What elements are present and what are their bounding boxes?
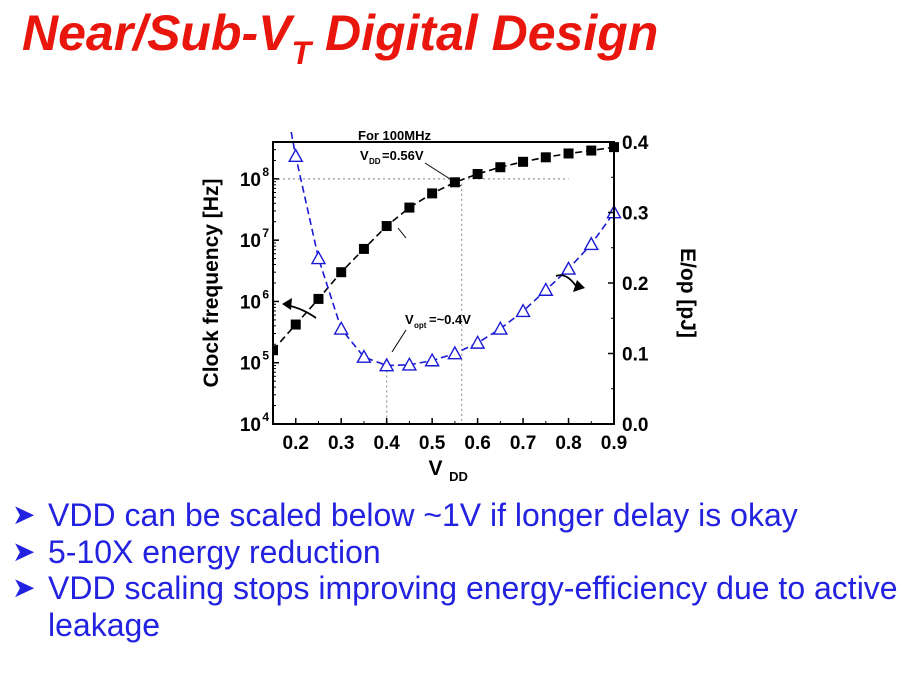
data-point-square — [313, 293, 324, 304]
x-tick-label: 0.5 — [419, 433, 446, 454]
data-point-triangle — [378, 357, 395, 372]
x-tick-label: 0.4 — [373, 433, 400, 454]
data-point-triangle — [310, 250, 327, 265]
bullet-item: ➤ VDD can be scaled below ~1V if longer d… — [12, 497, 909, 534]
annotation-vopt: V — [405, 312, 414, 327]
data-point-square — [518, 156, 529, 167]
data-point-triangle — [447, 345, 463, 360]
x-axis-title: V — [428, 457, 442, 480]
data-point-triangle — [492, 320, 509, 335]
y-right-tick-label: 0.1 — [622, 345, 649, 366]
data-point-square — [586, 145, 597, 156]
y-left-tick-exponent: 4 — [262, 410, 269, 424]
y-right-tick-label: 0.3 — [622, 204, 648, 225]
annotation-freq-line2: V — [360, 148, 369, 163]
data-point-triangle — [333, 320, 349, 335]
x-tick-label: 0.3 — [328, 433, 354, 454]
data-point-square — [495, 162, 506, 173]
arrowhead-bullet-icon: ➤ — [12, 572, 36, 603]
data-point-triangle — [288, 148, 304, 163]
annotation-freq-pointer — [424, 162, 462, 187]
slide-title: Near/Sub-VT Digital Design — [22, 0, 658, 86]
bullet-text: VDD scaling stops improving energy-effic… — [48, 570, 898, 643]
y-left-tick-exponent: 6 — [262, 287, 269, 301]
data-point-square — [273, 345, 278, 356]
title-rest-text: Digital Design — [311, 5, 659, 61]
data-point-square — [540, 152, 551, 163]
x-tick-label: 0.8 — [555, 433, 581, 454]
arrowhead-bullet-icon: ➤ — [12, 499, 36, 530]
x-tick-label: 0.7 — [510, 433, 536, 454]
y-left-tick-label: 10 — [240, 231, 261, 252]
plot-frame — [272, 141, 615, 425]
bullet-text: VDD can be scaled below ~1V if longer de… — [48, 497, 798, 533]
series-filled-square — [273, 142, 619, 356]
annotation-vopt-sub: opt — [414, 321, 427, 330]
series-line — [273, 146, 615, 351]
data-point-triangle — [401, 356, 418, 371]
y-left-tick-label: 10 — [240, 354, 261, 375]
series-open-triangle — [288, 132, 622, 372]
x-tick-label: 0.6 — [464, 433, 490, 454]
title-subscript: T — [291, 35, 312, 71]
title-main-text: Near/Sub-V — [22, 5, 292, 61]
y-right-tick-label: 0.4 — [622, 133, 649, 154]
annotation-vopt-pointer — [391, 329, 407, 353]
annotation-freq-line2-rest: =0.56V — [382, 148, 424, 163]
bullet-list: ➤ VDD can be scaled below ~1V if longer d… — [12, 497, 909, 643]
annotation-curve-tick — [397, 227, 407, 239]
data-point-triangle — [560, 260, 577, 275]
arrowhead-bullet-icon: ➤ — [12, 535, 36, 567]
y-right-axis-title: E/op [pJ] — [676, 248, 699, 338]
y-left-tick-exponent: 5 — [262, 349, 269, 363]
data-point-triangle — [538, 282, 554, 296]
data-point-square — [427, 188, 438, 199]
y-left-tick-exponent: 7 — [262, 226, 269, 240]
left-arrowhead-icon — [282, 298, 292, 310]
data-point-square — [404, 202, 415, 213]
data-point-square — [290, 319, 301, 330]
series-line — [290, 132, 615, 367]
y-right-tick-label: 0.0 — [622, 415, 648, 436]
x-tick-label: 0.2 — [283, 433, 309, 454]
data-point-triangle — [356, 349, 372, 363]
data-point-triangle — [424, 352, 440, 367]
guide-lines — [273, 178, 569, 424]
right-arrowhead-icon — [573, 280, 585, 292]
y-right-tick-label: 0.2 — [622, 274, 648, 295]
annotation-vopt-rest: =~0.4V — [429, 312, 471, 327]
y-left-tick-label: 10 — [240, 415, 261, 436]
data-point-square — [563, 148, 574, 159]
y-left-tick-label: 10 — [240, 170, 261, 191]
x-tick-label: 0.9 — [601, 433, 627, 454]
y-left-tick-exponent: 8 — [262, 165, 269, 179]
annotation-freq-line2-sub: DD — [369, 157, 381, 166]
data-point-square — [358, 243, 369, 254]
data-point-triangle — [515, 303, 531, 318]
data-point-triangle — [469, 334, 486, 349]
data-point-triangle — [583, 236, 599, 251]
data-point-square — [336, 267, 347, 278]
series-layer — [273, 132, 622, 372]
bullet-text: 5-10X energy reduction — [48, 533, 381, 570]
bullet-item: ➤ 5-10X energy reduction — [12, 534, 909, 571]
data-point-square — [381, 221, 392, 232]
y-left-tick-label: 10 — [240, 292, 261, 313]
axes-layer — [272, 141, 615, 425]
data-point-square — [472, 169, 483, 180]
labels-layer: 0.2 0.3 0.4 0.5 0.6 0.7 0.8 0.910 410 510 610 710 80… — [200, 128, 699, 484]
annotation-freq-line1: For 100MHz — [358, 128, 431, 143]
y-left-axis-title: Clock frequency [Hz] — [200, 179, 223, 388]
x-axis-title-subscript: DD — [449, 469, 468, 484]
bullet-item: ➤ VDD scaling stops improving energy-effi… — [12, 570, 909, 643]
right-axis-direction-arrow — [555, 274, 577, 287]
